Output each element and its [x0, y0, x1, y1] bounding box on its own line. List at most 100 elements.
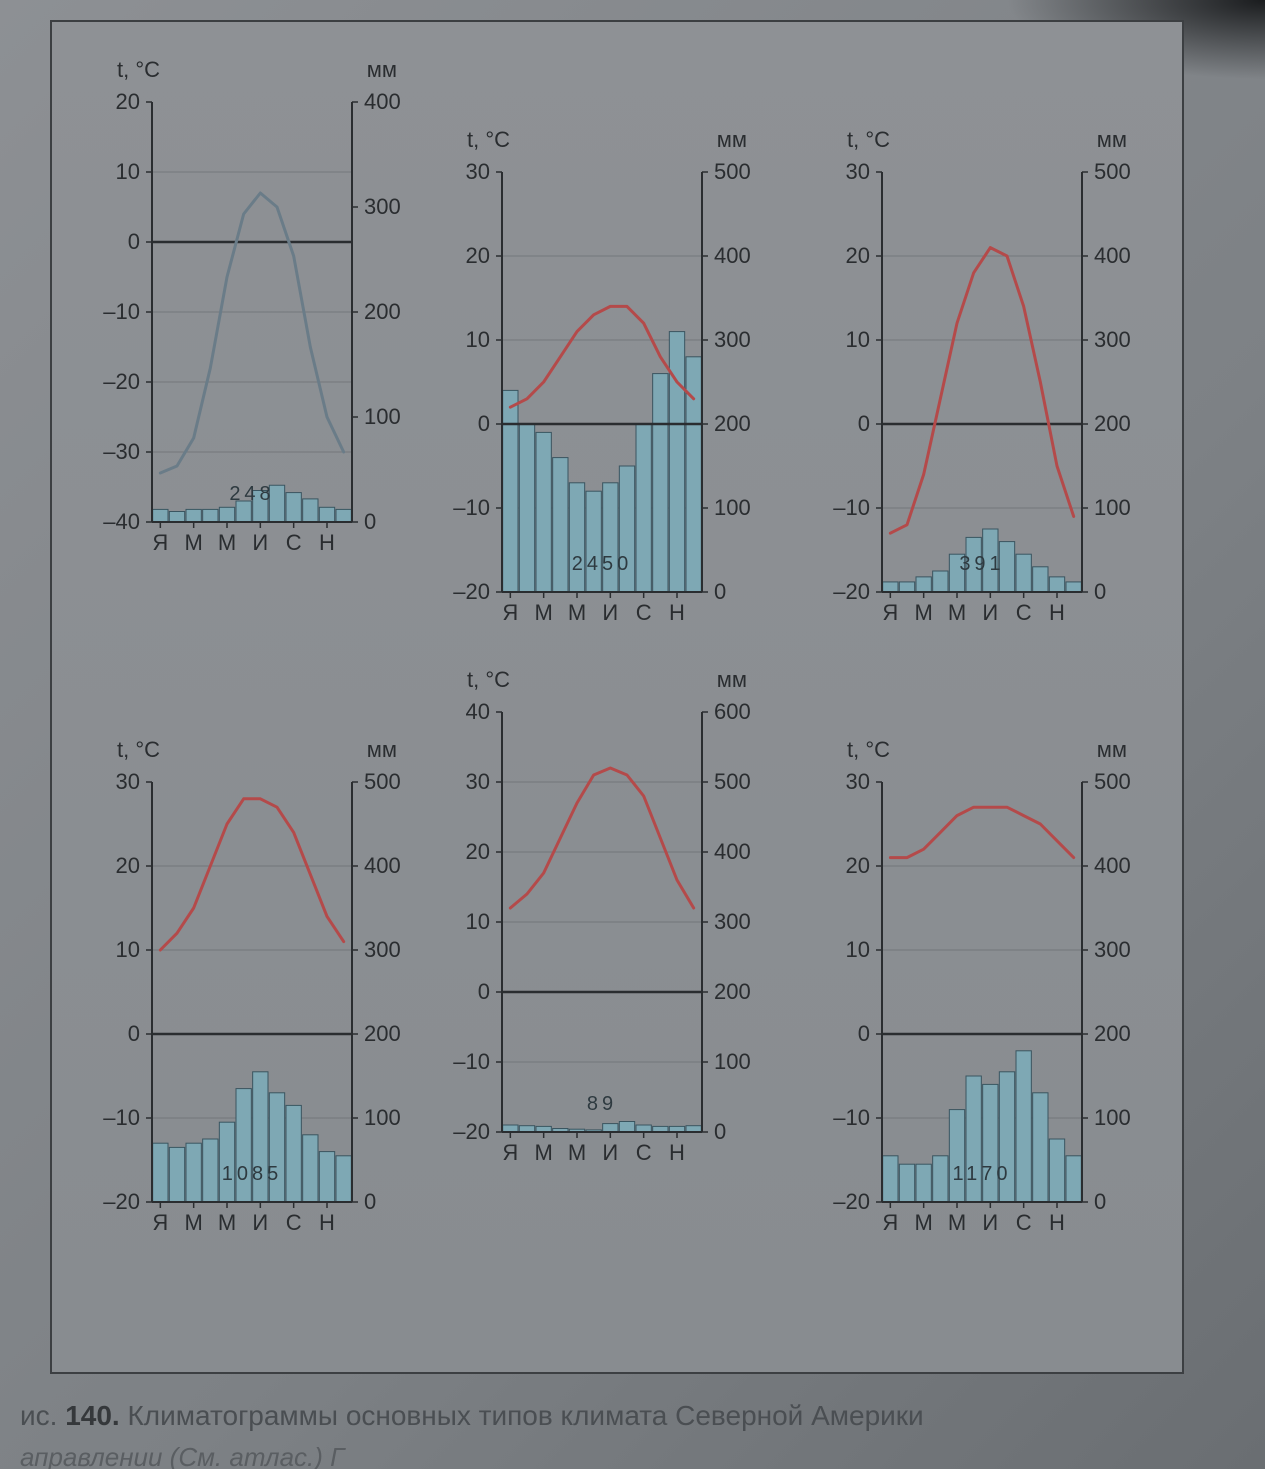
precip-bar: [636, 1125, 651, 1132]
svg-text:0: 0: [858, 411, 870, 436]
precip-bar: [153, 1143, 168, 1202]
month-tick-label: Н: [319, 1210, 335, 1235]
svg-text:100: 100: [1094, 1105, 1131, 1130]
svg-text:0: 0: [478, 411, 490, 436]
annual-precip-label: 1085: [222, 1163, 283, 1185]
axis-title-left: t, °C: [117, 57, 160, 82]
axis-title-left: t, °C: [467, 127, 510, 152]
month-tick-label: И: [252, 530, 268, 555]
axis-title-left: t, °C: [117, 737, 160, 762]
svg-text:30: 30: [846, 769, 870, 794]
svg-text:100: 100: [364, 1105, 401, 1130]
annual-precip-label: 1170: [952, 1163, 1011, 1185]
month-tick-label: С: [286, 1210, 302, 1235]
annual-precip-label: 2450: [572, 553, 633, 575]
svg-text:100: 100: [1094, 495, 1131, 520]
precip-bar: [899, 1164, 914, 1202]
svg-text:10: 10: [846, 937, 870, 962]
climatogram-svg: t, °Cмм–20–10010203040010020030040050060…: [432, 652, 752, 1212]
svg-text:–20: –20: [453, 579, 490, 604]
svg-text:600: 600: [714, 699, 751, 724]
month-tick-label: С: [1016, 600, 1032, 625]
figure-caption: ис. 140. Климатограммы основных типов кл…: [0, 1400, 1265, 1432]
axis-title-left: t, °C: [467, 667, 510, 692]
svg-text:20: 20: [466, 243, 490, 268]
axis-title-left: t, °C: [847, 127, 890, 152]
svg-text:–10: –10: [103, 299, 140, 324]
svg-text:300: 300: [364, 194, 401, 219]
precip-bar: [653, 374, 668, 592]
svg-text:40: 40: [466, 699, 490, 724]
precip-bar: [286, 493, 301, 522]
precip-bar: [503, 390, 518, 592]
month-tick-label: М: [535, 1140, 553, 1165]
temperature-line: [510, 768, 693, 908]
axis-title-left: t, °C: [847, 737, 890, 762]
month-tick-label: И: [602, 600, 618, 625]
climatogram-svg: t, °Cмм–40–30–20–10010200100200300400248…: [82, 42, 402, 602]
precip-bar: [286, 1105, 301, 1202]
svg-text:30: 30: [466, 769, 490, 794]
svg-text:10: 10: [116, 159, 140, 184]
precip-bar: [669, 332, 684, 592]
climatogram-F: t, °Cмм–20–10010203001002003004005001170…: [812, 722, 1132, 1282]
svg-text:300: 300: [714, 327, 751, 352]
temperature-line: [890, 807, 1073, 857]
figure-frame: t, °Cмм–40–30–20–10010200100200300400248…: [50, 20, 1184, 1374]
svg-text:100: 100: [714, 495, 751, 520]
svg-text:100: 100: [714, 1049, 751, 1074]
svg-text:30: 30: [466, 159, 490, 184]
month-tick-label: И: [982, 600, 998, 625]
month-tick-label: М: [568, 600, 586, 625]
svg-text:0: 0: [714, 579, 726, 604]
climatogram-C: t, °Cмм–20–1001020300100200300400500391Я…: [812, 112, 1132, 672]
temperature-line: [160, 799, 343, 950]
precip-bar: [219, 507, 234, 522]
precip-bar: [203, 509, 218, 522]
svg-text:0: 0: [364, 1189, 376, 1214]
temperature-line: [890, 248, 1073, 534]
svg-text:0: 0: [1094, 1189, 1106, 1214]
svg-text:–20: –20: [833, 579, 870, 604]
precip-bar: [503, 1125, 518, 1132]
month-tick-label: С: [1016, 1210, 1032, 1235]
svg-text:200: 200: [364, 299, 401, 324]
svg-text:500: 500: [1094, 769, 1131, 794]
svg-text:–40: –40: [103, 509, 140, 534]
month-tick-label: С: [636, 600, 652, 625]
caption-prefix: ис.: [20, 1400, 57, 1431]
precip-bar: [603, 1124, 618, 1132]
precip-bar: [1016, 1051, 1031, 1202]
svg-text:400: 400: [714, 243, 751, 268]
climatogram-D: t, °Cмм–20–10010203001002003004005001085…: [82, 722, 402, 1282]
annual-precip-label: 391: [959, 553, 1004, 575]
svg-text:300: 300: [1094, 937, 1131, 962]
climatogram-E: t, °Cмм–20–10010203040010020030040050060…: [432, 652, 752, 1212]
svg-text:–10: –10: [453, 1049, 490, 1074]
precip-bar: [336, 509, 351, 522]
precip-bar: [553, 458, 568, 592]
month-tick-label: Н: [669, 1140, 685, 1165]
precip-bar: [933, 571, 948, 592]
axis-title-right: мм: [717, 667, 747, 692]
precip-bar: [269, 1093, 284, 1202]
svg-text:500: 500: [714, 769, 751, 794]
svg-text:100: 100: [364, 404, 401, 429]
month-tick-label: И: [252, 1210, 268, 1235]
precip-bar: [1016, 554, 1031, 592]
svg-text:20: 20: [466, 839, 490, 864]
svg-text:10: 10: [466, 909, 490, 934]
svg-text:30: 30: [116, 769, 140, 794]
precip-bar: [1066, 582, 1081, 592]
month-tick-label: Я: [502, 1140, 518, 1165]
month-tick-label: Я: [882, 1210, 898, 1235]
month-tick-label: Я: [152, 1210, 168, 1235]
precip-bar: [1033, 567, 1048, 592]
precip-bar: [303, 499, 318, 522]
precip-bar: [336, 1156, 351, 1202]
month-tick-label: М: [185, 1210, 203, 1235]
precip-bar: [153, 509, 168, 522]
precip-bar: [603, 483, 618, 592]
svg-text:500: 500: [1094, 159, 1131, 184]
page: t, °Cмм–40–30–20–10010200100200300400248…: [0, 0, 1265, 1469]
